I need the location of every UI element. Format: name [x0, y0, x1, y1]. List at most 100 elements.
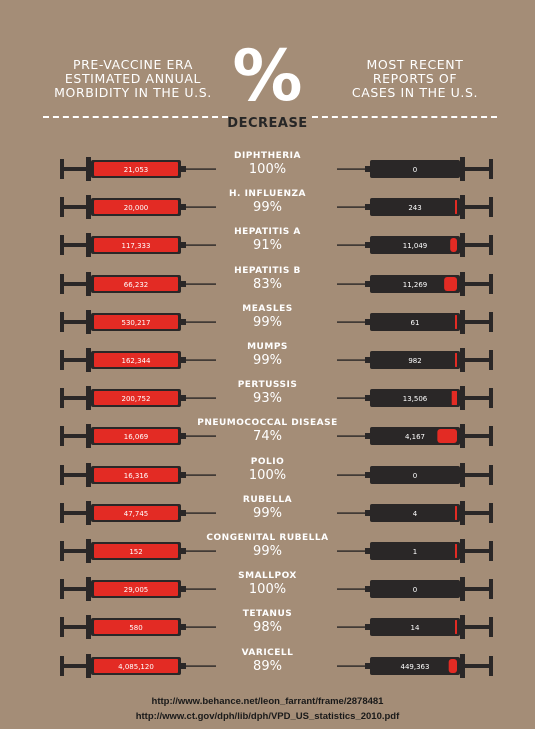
pre-vaccine-value: 29,005 [124, 586, 149, 594]
disease-name: MEASLES [242, 303, 293, 314]
needle-hub [365, 548, 370, 554]
needle-hub [181, 318, 186, 325]
plunger-end [60, 541, 64, 561]
recent-reports-value: 982 [408, 357, 421, 365]
source-link[interactable]: http://www.behance.net/leon_farrant/fram… [151, 696, 384, 707]
recent-reports-value: 14 [411, 624, 420, 632]
recent-reports-value: 4,167 [405, 433, 425, 441]
syringe-needle [337, 626, 365, 629]
disease-row: 4,085,120 VARICELL 89% 449,363 [0, 647, 535, 685]
plunger-rod [465, 472, 489, 477]
plunger-rod [465, 358, 489, 362]
plunger-rod [465, 663, 489, 668]
pre-vaccine-syringe: 200,752 [60, 386, 216, 411]
recent-reports-value: 4 [413, 510, 418, 518]
disease-row: 117,333 HEPATITIS A 91% 11,049 [0, 226, 535, 264]
recent-reports-syringe: 11,269 [337, 271, 493, 296]
needle-hub [181, 242, 186, 249]
disease-name: PERTUSSIS [237, 380, 298, 391]
decrease-label: DECREASE [227, 116, 308, 131]
syringe-barrel [370, 236, 460, 255]
needle-hub [181, 471, 186, 478]
barrel-flange [460, 157, 465, 181]
plunger-end [60, 350, 64, 370]
disease-name: CONGENITAL RUBELLA [206, 533, 329, 543]
disease-row: 66,232 HEPATITIS B 83% 11,269 [0, 265, 535, 303]
pre-vaccine-value: 152 [129, 548, 142, 556]
plunger-rod [465, 396, 489, 401]
barrel-flange [86, 348, 91, 372]
syringe-barrel [370, 198, 460, 217]
syringe-needle [186, 244, 216, 247]
disease-name: RUBELLA [242, 494, 293, 505]
plunger-rod [64, 549, 88, 553]
pre-vaccine-syringe: 117,333 [60, 233, 216, 258]
plunger-end [489, 350, 493, 370]
pre-vaccine-value: 4,085,120 [118, 663, 154, 671]
pre-vaccine-syringe: 20,000 [60, 195, 216, 220]
barrel-flange [86, 424, 91, 449]
barrel-flange [460, 615, 465, 640]
syringe-barrel [370, 274, 460, 293]
syringe-fill [450, 238, 457, 253]
plunger-rod [465, 549, 489, 553]
plunger-end [489, 273, 493, 294]
disease-name: VARICELL [241, 647, 294, 658]
barrel-flange [460, 233, 465, 258]
recent-reports-syringe: 449,363 [337, 653, 493, 678]
syringe-fill [94, 200, 178, 215]
pre-vaccine-value: 20,000 [124, 204, 149, 212]
syringe-fill [455, 353, 457, 367]
needle-hub [365, 662, 370, 669]
pre-vaccine-value: 162,344 [122, 357, 151, 365]
barrel-flange [86, 233, 91, 258]
recent-reports-syringe: 0 [337, 577, 493, 602]
recent-reports-value: 11,049 [403, 242, 428, 250]
plunger-rod [465, 243, 489, 248]
pre-vaccine-value: 200,752 [122, 395, 151, 403]
needle-hub [181, 662, 186, 669]
syringe-needle [337, 359, 365, 361]
disease-row: 162,344 MUMPS 99% 982 [0, 341, 535, 379]
recent-reports-header-line: MOST RECENT [366, 57, 464, 72]
syringe-needle [337, 321, 365, 323]
plunger-rod [64, 358, 88, 362]
recent-reports-value: 1 [413, 548, 417, 556]
decrease-percent: 99% [253, 200, 282, 216]
barrel-flange [86, 462, 91, 487]
barrel-flange [460, 195, 465, 220]
source-link[interactable]: http://www.ct.gov/dph/lib/dph/VPD_US_sta… [135, 711, 400, 722]
syringe-fill [94, 162, 178, 176]
syringe-barrel [370, 160, 460, 178]
needle-hub [365, 280, 370, 287]
pre-vaccine-header: PRE-VACCINE ERA ESTIMATED ANNUAL MORBIDI… [48, 58, 218, 100]
syringe-needle [337, 550, 365, 552]
plunger-rod [64, 319, 88, 324]
plunger-rod [465, 167, 489, 171]
plunger-end [60, 311, 64, 332]
disease-name: DIPHTHERIA [233, 151, 301, 161]
barrel-flange [460, 348, 465, 372]
syringe-fill [94, 353, 178, 367]
recent-reports-value: 61 [411, 319, 420, 327]
plunger-rod [465, 319, 489, 324]
syringe-needle [337, 397, 365, 399]
syringe-fill [437, 429, 457, 444]
syringe-fill [94, 391, 178, 406]
syringe-needle [186, 512, 216, 514]
plunger-end [489, 579, 493, 600]
syringe-fill [451, 391, 457, 406]
recent-reports-header: MOST RECENT REPORTS OF CASES IN THE U.S. [330, 58, 500, 100]
syringe-needle [337, 512, 365, 514]
decrease-percent: 99% [253, 505, 282, 521]
plunger-end [60, 617, 64, 638]
plunger-end [489, 617, 493, 638]
pre-vaccine-value: 530,217 [122, 319, 151, 327]
barrel-flange [460, 309, 465, 334]
recent-reports-syringe: 61 [337, 309, 493, 334]
syringe-fill [455, 544, 457, 558]
recent-reports-syringe: 243 [337, 195, 493, 220]
decrease-percent: 100% [248, 582, 287, 598]
syringe-needle [186, 626, 216, 629]
plunger-rod [64, 167, 88, 171]
